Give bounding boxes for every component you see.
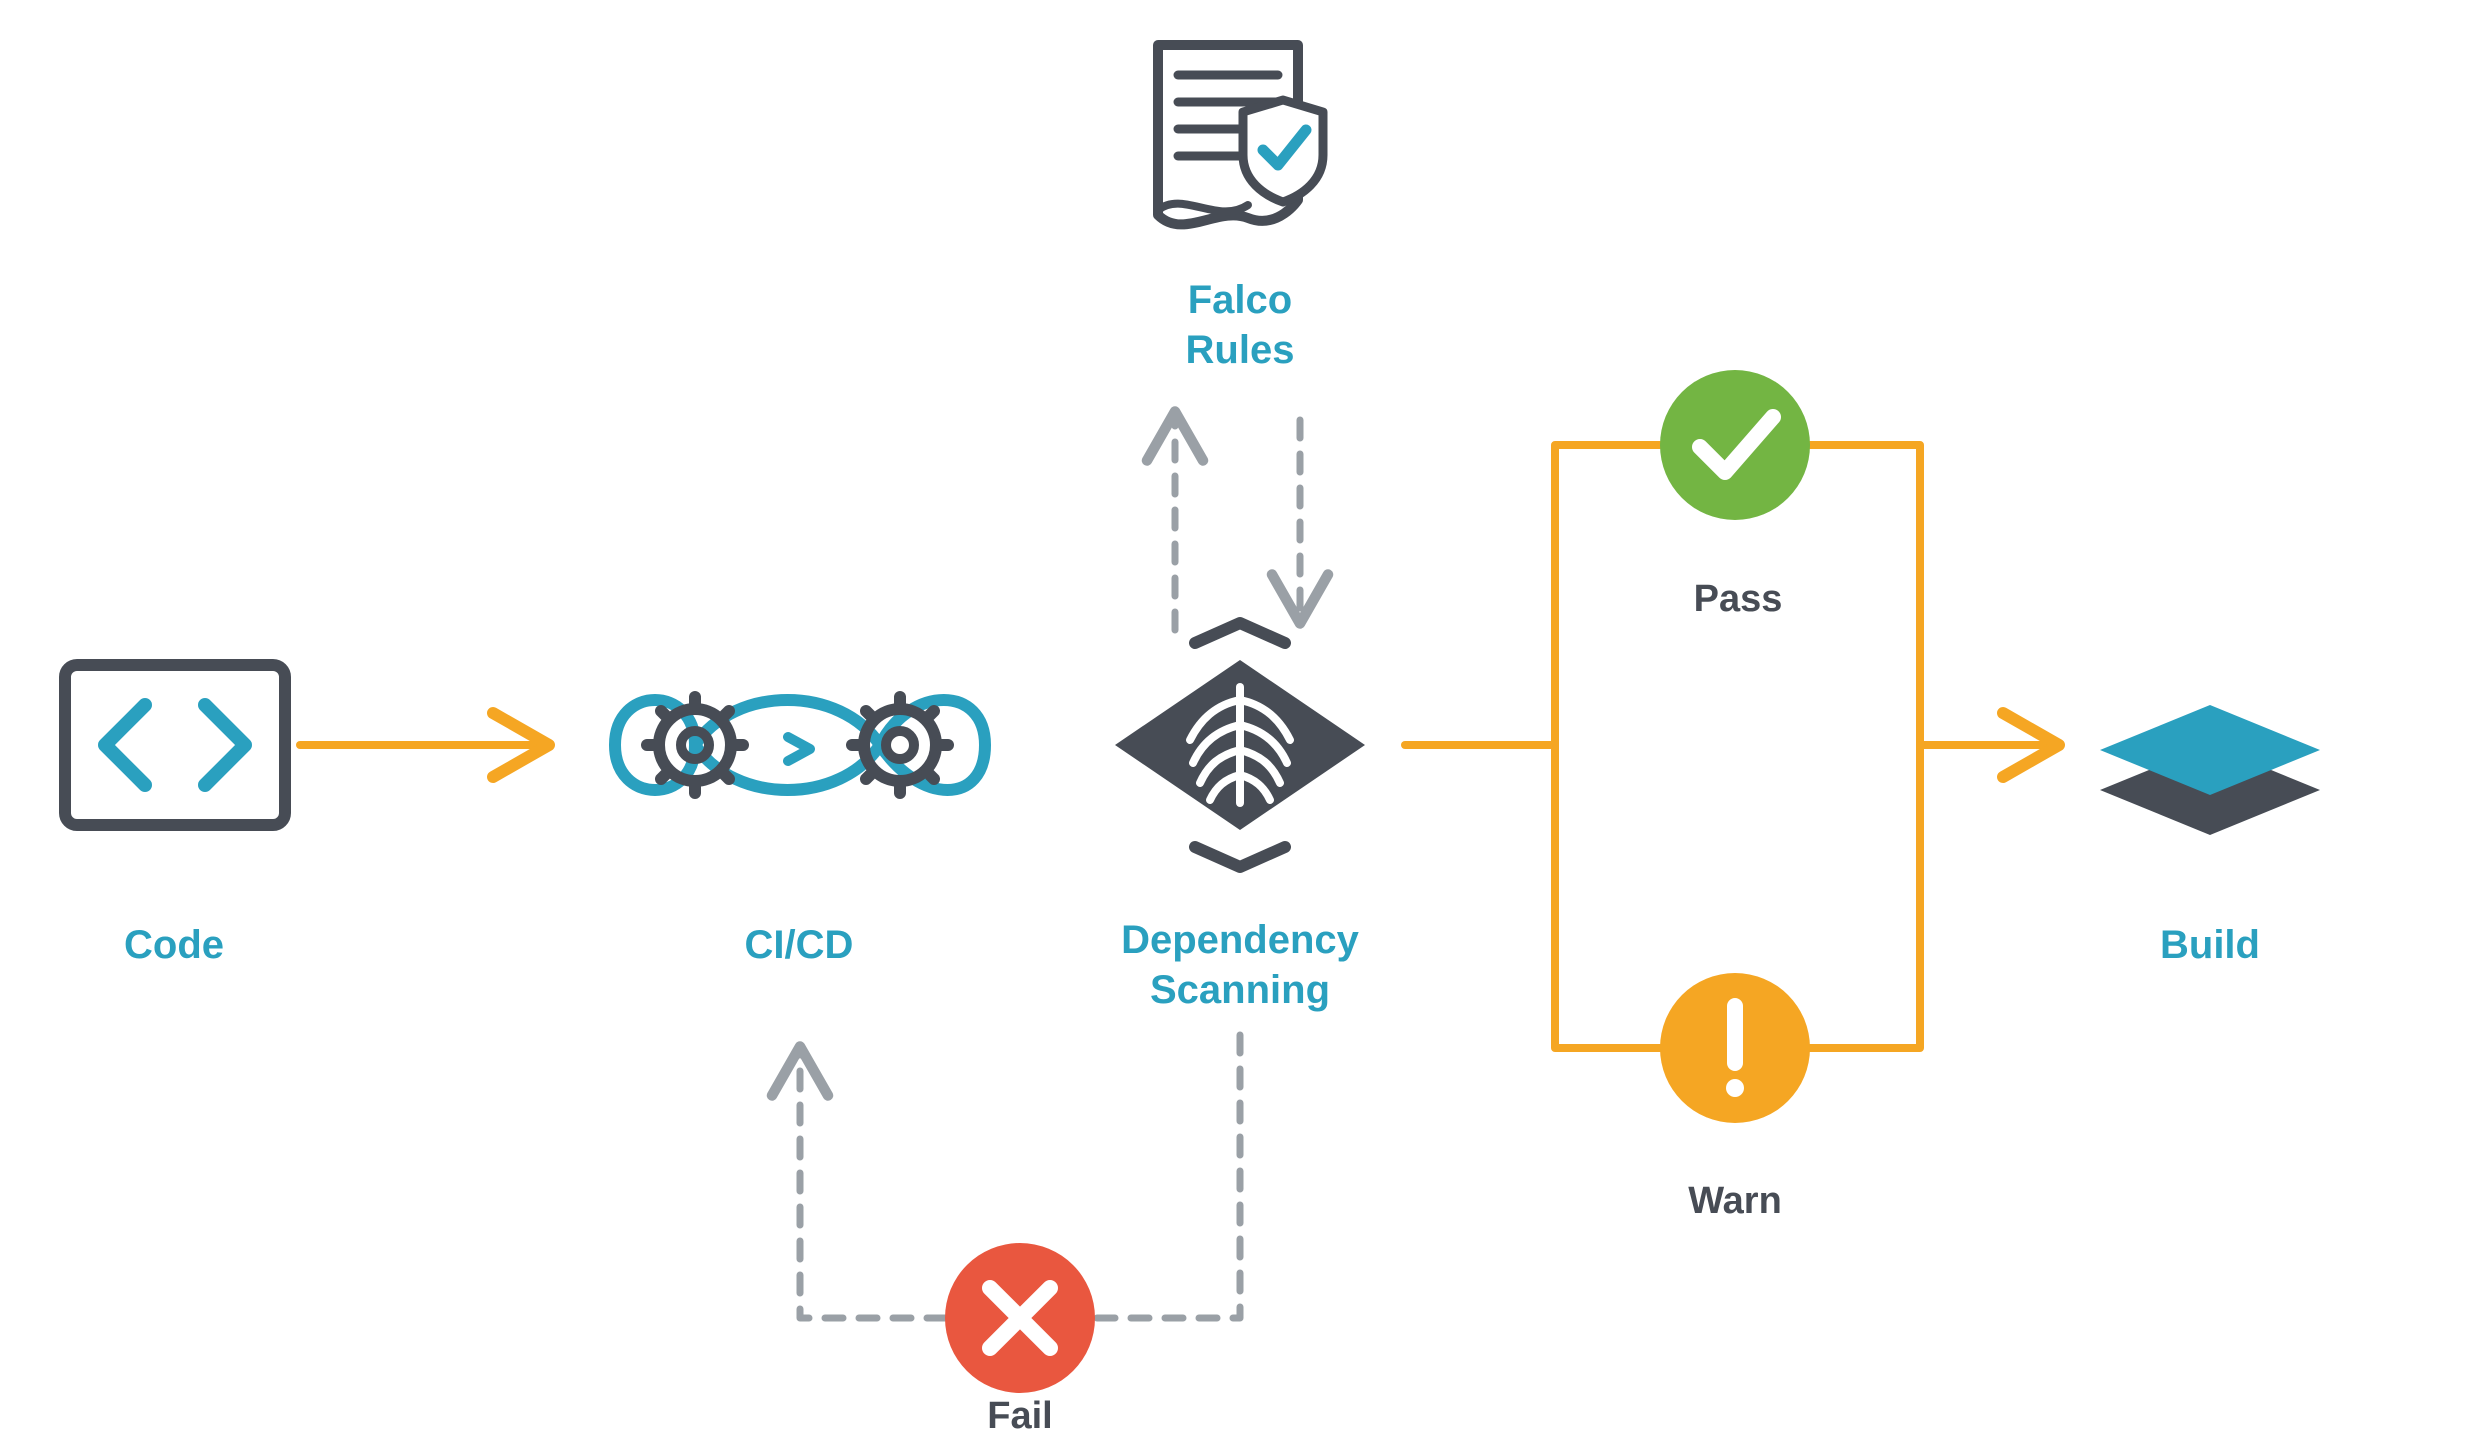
dep-scanning-label-line2: Scanning xyxy=(1150,968,1330,1012)
dependency-scanning-label: Dependency Scanning xyxy=(1085,915,1395,1015)
edge-fail-to-cicd xyxy=(800,1050,945,1318)
edge-pass-merge xyxy=(1810,445,1920,745)
fail-icon xyxy=(940,1238,1100,1398)
edge-warn-merge xyxy=(1810,745,1920,1048)
build-icon xyxy=(2080,660,2340,860)
falco-rules-icon xyxy=(1128,30,1348,260)
falco-label-line1: Falco xyxy=(1188,278,1292,322)
flowchart-canvas: Code CI/CD xyxy=(0,0,2486,1448)
edge-branch-warn xyxy=(1555,745,1660,1048)
build-label: Build xyxy=(2025,920,2395,970)
edge-dep-to-fail xyxy=(1095,1035,1240,1318)
falco-label-line2: Rules xyxy=(1186,328,1295,372)
warn-icon xyxy=(1655,968,1815,1128)
dependency-scanning-icon xyxy=(1090,605,1390,885)
code-icon xyxy=(55,655,295,835)
fail-label: Fail xyxy=(930,1395,1110,1438)
code-label: Code xyxy=(104,920,244,970)
falco-rules-label: Falco Rules xyxy=(1175,275,1305,375)
dep-scanning-label-line1: Dependency xyxy=(1121,918,1359,962)
edge-branch-pass xyxy=(1555,445,1660,745)
pass-label: Pass xyxy=(1688,578,1788,621)
warn-label: Warn xyxy=(1675,1180,1795,1223)
cicd-label: CI/CD xyxy=(724,920,874,970)
pass-icon xyxy=(1655,365,1815,525)
cicd-icon xyxy=(580,625,1020,865)
